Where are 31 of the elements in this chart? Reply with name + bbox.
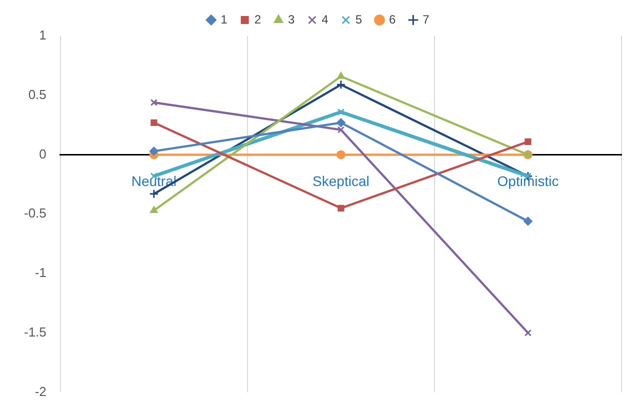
y-tick-label: -0.5 — [24, 206, 46, 221]
y-tick-label: -2 — [34, 384, 46, 399]
y-tick-label: 1 — [39, 28, 46, 43]
point — [336, 80, 346, 90]
point — [338, 204, 344, 212]
legend-label: 7 — [422, 12, 430, 26]
legend-label: 2 — [254, 12, 262, 26]
legend-label: 6 — [389, 12, 396, 26]
point — [523, 216, 532, 226]
legend-label: 4 — [322, 12, 329, 26]
point — [336, 72, 345, 79]
point — [150, 206, 158, 214]
point — [150, 119, 158, 126]
point — [149, 146, 158, 156]
legend-label: 1 — [220, 12, 228, 26]
legend-label: 3 — [288, 12, 295, 26]
y-tick-label: 0 — [39, 146, 46, 162]
point — [336, 118, 346, 128]
legend-label: 5 — [355, 12, 362, 26]
point — [336, 150, 346, 160]
point — [150, 98, 158, 106]
point — [337, 108, 345, 116]
y-tick-label: -1.5 — [24, 324, 46, 340]
y-tick-label: -1 — [34, 265, 46, 280]
point — [524, 329, 532, 336]
x-tick-label: Optimistic — [497, 172, 559, 189]
point — [149, 189, 159, 199]
point — [524, 138, 532, 145]
point — [337, 126, 345, 134]
x-tick-label: Skeptical — [312, 172, 370, 189]
y-tick-label: 0.5 — [28, 86, 46, 102]
